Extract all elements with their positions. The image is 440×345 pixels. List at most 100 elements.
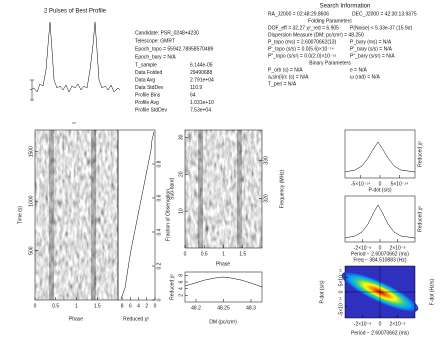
x-tick-label: 4 bbox=[137, 303, 140, 309]
x-tick-label: -2×10⁻⁸ bbox=[354, 321, 372, 327]
y-tick-label: 8 bbox=[178, 274, 184, 277]
stat-value: 29490688 bbox=[190, 70, 212, 76]
x-tick-label: 2×10⁻⁸ bbox=[389, 245, 405, 251]
y-axis-label: Reduced χ² bbox=[417, 206, 423, 232]
info-text: a₁sin(i)/c (s) = N/A bbox=[268, 74, 309, 80]
x-tick-label: 2 bbox=[145, 303, 148, 309]
y2-tick-label: 0.8 bbox=[156, 160, 162, 167]
y-tick-label: 2 bbox=[178, 294, 184, 297]
axes-frame bbox=[344, 129, 416, 179]
y-axis-label: Time (s) bbox=[17, 206, 23, 224]
info-text: P(Noise) < 5.33e-37 (15.9σ) bbox=[350, 25, 413, 31]
x-tick-label: 0.5 bbox=[201, 251, 208, 257]
info-text: Candidate: PSR_0248+4230 bbox=[135, 30, 199, 36]
y2-tick-label: 0.4 bbox=[156, 228, 162, 235]
profile-curve bbox=[29, 21, 121, 93]
stat-label: Profile Avg bbox=[135, 100, 159, 106]
pdot-curve bbox=[344, 141, 416, 173]
stat-value: 1.031e+10 bbox=[190, 100, 214, 106]
time-phase-image bbox=[35, 130, 118, 300]
x-tick-label: 0 bbox=[184, 251, 187, 257]
x-tick-label: 0.5 bbox=[52, 303, 59, 309]
stat-value: 6.144e-05 bbox=[190, 62, 213, 68]
y2-tick-label: 330 bbox=[263, 156, 269, 165]
y2-axis-label: Frequency (MHz) bbox=[279, 169, 285, 208]
x-tick-label: 5×10⁻¹⁴ bbox=[391, 181, 409, 187]
y-tick-label: 5×10⁻¹⁴ bbox=[338, 269, 344, 287]
y2-tick-label: 320 bbox=[263, 194, 269, 203]
info-text: P'_bary (s/s) = N/A bbox=[350, 46, 393, 52]
info-text: Epoch_topo = 55942.78958570489 bbox=[135, 46, 213, 52]
pulse-band bbox=[49, 130, 54, 300]
pulse-band bbox=[198, 130, 203, 248]
info-text: e = N/A bbox=[350, 67, 367, 73]
stat-label: Profile StdDev bbox=[135, 107, 167, 113]
axes-frame bbox=[184, 271, 263, 303]
info-text: T_peri = N/A bbox=[268, 81, 297, 87]
info-text: P''_topo (s/s²) = 0.0(2.0)×10⁻¹⁵ bbox=[268, 53, 336, 59]
info-text: Telescope: GMRT bbox=[135, 38, 175, 44]
section-title: Folding Parameters bbox=[308, 18, 352, 24]
x-tick-label: 6 bbox=[129, 303, 132, 309]
x-tick-label: 0 bbox=[34, 303, 37, 309]
x-tick-label: 0 bbox=[154, 303, 157, 309]
dm-curve bbox=[184, 276, 263, 288]
axes-frame bbox=[344, 195, 416, 243]
y-axis-label: Sub-band bbox=[169, 178, 175, 200]
y-tick-label: 10 bbox=[178, 208, 184, 214]
x-tick-label: 1 bbox=[75, 303, 78, 309]
info-text: P_topo (ms) = 2.60070662(13) bbox=[268, 39, 337, 45]
y-tick-label: 1000 bbox=[28, 195, 34, 206]
x-tick-label: 1 bbox=[222, 251, 225, 257]
x-axis-label: Phase bbox=[216, 261, 230, 267]
y2-tick-label: 0.2 bbox=[156, 262, 162, 269]
x-tick-label: 1.5 bbox=[239, 251, 246, 257]
y2-tick-label: 0 bbox=[156, 298, 162, 301]
info-text: RA_J2000 = 02:48:29.8606 bbox=[268, 11, 329, 17]
info-text: Dispersion Measure (DM; pc/cm³) = 48.250 bbox=[268, 32, 364, 38]
stat-value: 7.53e+04 bbox=[190, 107, 211, 113]
x-axis-label: Period − 2.60070662 (ms) bbox=[351, 330, 409, 336]
section-title: Binary Parameters bbox=[309, 60, 351, 66]
y-axis-label: Reduced χ² bbox=[417, 141, 423, 167]
x-tick-label: 0 bbox=[379, 245, 382, 251]
x-tick-label: 8 bbox=[121, 303, 124, 309]
y-tick-label: 30 bbox=[178, 134, 184, 140]
x-axis-label: P-dot (s/s) bbox=[368, 187, 391, 193]
x-tick-label: 48.25 bbox=[217, 305, 230, 311]
x-tick-label: 0 bbox=[379, 181, 382, 187]
y-tick-label: 0 bbox=[338, 290, 344, 293]
section-title: Search Information bbox=[320, 4, 371, 10]
y-tick-label: 4 bbox=[178, 287, 184, 290]
chi-time-curve bbox=[120, 131, 155, 300]
stat-label: Data Folded bbox=[135, 70, 162, 76]
info-text: P_orb (s) = N/A bbox=[268, 67, 303, 73]
y-axis-label: Reduced χ² bbox=[169, 274, 175, 300]
x-tick-label: 0 bbox=[379, 321, 382, 327]
y-tick-label: 6 bbox=[178, 280, 184, 283]
info-text: ω (rad) = N/A bbox=[350, 74, 381, 80]
y-tick-label: 20 bbox=[178, 171, 184, 177]
x-tick-label: 48.2 bbox=[191, 305, 201, 311]
info-text: P'_topo (s/s) = 0.0(5.6)×10⁻¹⁴ bbox=[268, 46, 334, 52]
x-tick-label: -5×10⁻¹⁴ bbox=[351, 181, 370, 187]
subband-image bbox=[185, 130, 262, 248]
x-tick-label: 2×10⁻⁸ bbox=[389, 321, 405, 327]
pulse-band bbox=[237, 130, 242, 248]
info-text: Epoch_bary = N/A bbox=[135, 54, 176, 60]
x-tick-label: 1.5 bbox=[94, 303, 101, 309]
pulse-band bbox=[91, 130, 96, 300]
stat-value: 64 bbox=[190, 92, 196, 98]
y-tick-label: 500 bbox=[28, 246, 34, 255]
x-axis-label: Reduced χ² bbox=[123, 316, 149, 322]
y2-tick-label: 0.6 bbox=[156, 194, 162, 201]
x2-axis-label: Freq − 384.510883 (Hz) bbox=[353, 257, 407, 263]
x-axis-label: Phase bbox=[69, 316, 83, 322]
y-tick-label: -5×10⁻¹⁴ bbox=[338, 297, 344, 316]
profile-title: 2 Pulses of Best Profile bbox=[44, 9, 107, 15]
axes-frame bbox=[117, 129, 156, 301]
x-axis-label: DM (pc/cm³) bbox=[209, 319, 237, 325]
y-tick-label: 1500 bbox=[28, 146, 34, 157]
stats: T_sample 6.144e-05 Data Folded 29490688 Data… bbox=[135, 62, 214, 113]
